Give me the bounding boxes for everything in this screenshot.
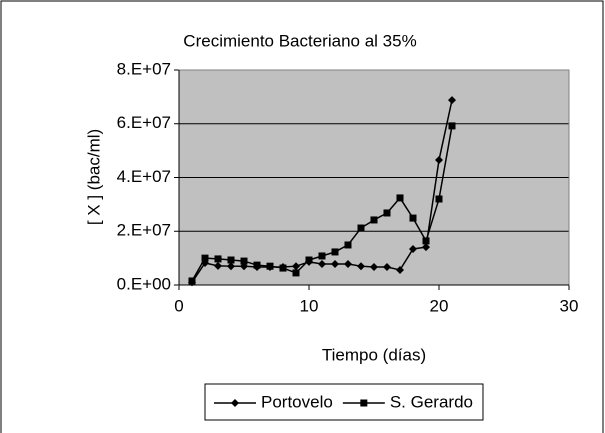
y-tick-label: 0.E+00 <box>117 274 171 293</box>
y-tick-label: 6.E+07 <box>117 113 171 132</box>
marker <box>360 399 368 407</box>
x-tick-label: 10 <box>300 296 319 315</box>
marker <box>409 244 417 253</box>
marker <box>240 257 248 265</box>
x-axis-title: Tiempo (días) <box>322 345 426 364</box>
marker <box>227 262 235 271</box>
marker <box>188 277 196 285</box>
legend-box <box>204 383 484 421</box>
marker <box>279 264 287 272</box>
marker <box>383 262 391 271</box>
x-tick-label: 0 <box>174 296 183 315</box>
marker <box>370 262 378 271</box>
legend-label: S. Gerardo <box>390 392 473 411</box>
marker <box>253 261 261 269</box>
marker <box>448 122 456 130</box>
x-tick-label: 30 <box>560 296 579 315</box>
x-tick-label: 20 <box>430 296 449 315</box>
marker <box>435 156 443 165</box>
marker <box>448 96 456 105</box>
marker <box>396 194 404 202</box>
y-axis-title: [ X ] (bac/ml) <box>84 129 103 225</box>
y-tick-label: 4.E+07 <box>117 167 171 186</box>
marker <box>435 195 443 203</box>
legend-label: Portovelo <box>261 392 333 411</box>
marker <box>331 248 339 256</box>
marker <box>318 252 326 260</box>
marker <box>422 237 430 245</box>
marker <box>344 241 352 249</box>
marker <box>201 254 209 262</box>
marker <box>266 262 274 270</box>
marker <box>357 262 365 271</box>
marker <box>383 209 391 217</box>
marker <box>214 255 222 263</box>
marker <box>422 243 430 252</box>
marker <box>409 214 417 222</box>
marker <box>318 260 326 269</box>
marker <box>292 262 300 271</box>
y-tick-label: 2.E+07 <box>117 221 171 240</box>
marker <box>231 399 239 407</box>
chart-title: Crecimiento Bacteriano al 35% <box>183 31 416 50</box>
marker <box>357 224 365 232</box>
marker <box>305 256 313 264</box>
marker <box>331 260 339 269</box>
marker <box>214 261 222 270</box>
marker <box>344 260 352 269</box>
y-tick-label: 8.E+07 <box>117 59 171 78</box>
marker <box>292 269 300 277</box>
marker <box>370 216 378 224</box>
legend: Portovelo S. Gerardo <box>204 383 484 421</box>
marker <box>227 256 235 264</box>
marker <box>396 265 404 274</box>
